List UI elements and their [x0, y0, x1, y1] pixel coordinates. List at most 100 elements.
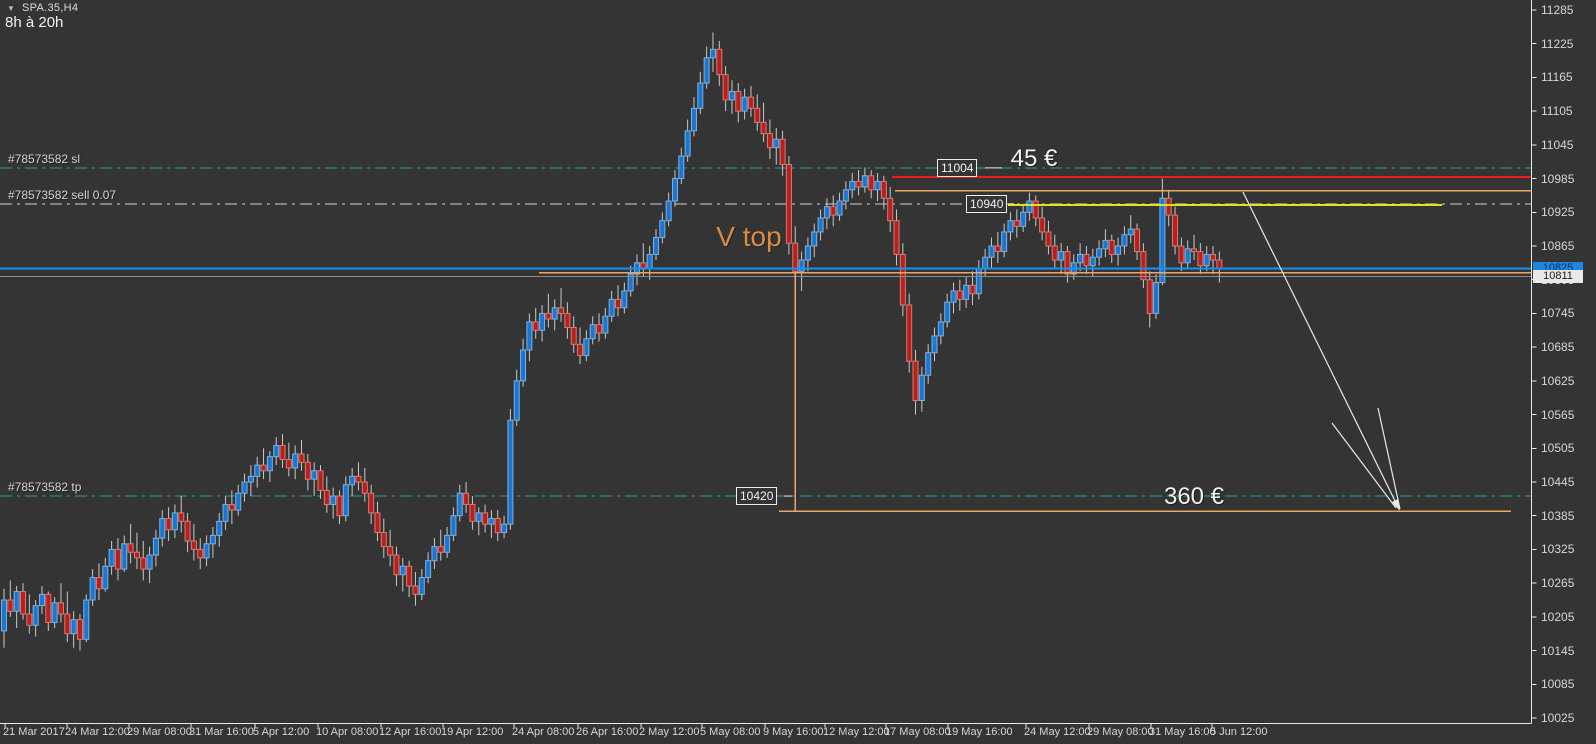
candle-body [868, 175, 875, 191]
price-axis-label: 10685 [1541, 340, 1575, 355]
candle-body [146, 554, 153, 570]
candle [918, 366, 925, 412]
trend-arrow-line[interactable] [1331, 422, 1397, 509]
candle-body [45, 593, 52, 623]
candle [482, 504, 489, 533]
price-axis-label: 10205 [1541, 609, 1575, 624]
candle-body [596, 324, 603, 334]
price-axis-label: 10565 [1541, 407, 1575, 422]
candle [38, 585, 45, 615]
candle [526, 313, 533, 362]
candle-body [114, 548, 121, 570]
candle-body [393, 554, 400, 576]
candle [1146, 271, 1153, 328]
candle-body [494, 518, 501, 534]
price-axis-label: 10865 [1541, 238, 1575, 253]
candle [494, 510, 501, 541]
candle-body [292, 453, 299, 469]
candle [1013, 209, 1020, 238]
candle [1045, 220, 1052, 255]
candle-body [944, 301, 951, 323]
candle-body [703, 57, 710, 84]
candle-body [444, 534, 451, 553]
candle [963, 276, 970, 308]
candle [798, 251, 805, 291]
candle [817, 209, 824, 241]
candle-body [728, 90, 735, 101]
price-axis-label: 11045 [1541, 137, 1574, 152]
candle [488, 510, 495, 539]
candle-body [684, 130, 691, 157]
annotation-v-top[interactable]: V top [716, 221, 782, 252]
trend-arrow-line[interactable] [1377, 407, 1401, 510]
candle [684, 119, 691, 162]
candle [646, 245, 653, 280]
candle [1121, 226, 1128, 255]
candle-body [678, 155, 685, 180]
candle [355, 462, 362, 491]
candle [697, 71, 704, 114]
candle-body [241, 481, 248, 494]
candle-body [76, 619, 83, 640]
candle-body [216, 520, 223, 536]
order-lines-layer [0, 167, 1531, 497]
candle [589, 316, 596, 345]
candle [1083, 245, 1090, 275]
candle [539, 304, 546, 342]
candle-body [1001, 231, 1008, 253]
candle [735, 83, 742, 123]
candle-body [589, 324, 596, 340]
candle-body [513, 380, 520, 421]
candle-body [570, 326, 577, 345]
price-axis-label: 10265 [1541, 576, 1575, 591]
candle-body [57, 602, 64, 615]
candle [1178, 237, 1185, 272]
candle-body [615, 298, 622, 309]
candle-body [32, 605, 39, 626]
order-label-sell: #78573582 sell 0.07 [8, 187, 117, 202]
candle-body [836, 200, 843, 216]
annotation-45-eur[interactable]: 45 € [1010, 145, 1058, 172]
candle [1096, 240, 1103, 266]
candle-body [450, 515, 457, 536]
candle-body [969, 284, 976, 295]
chart-expand-icon[interactable]: ▼ [7, 4, 15, 13]
candle-body [469, 503, 476, 522]
candle [266, 451, 273, 482]
candle [349, 467, 356, 497]
candle-body [127, 543, 134, 553]
candle-body [406, 565, 413, 587]
candle-body [336, 495, 343, 517]
candle-body [1096, 248, 1103, 258]
candle [988, 237, 995, 269]
candle-body [1127, 228, 1134, 236]
candle-body [766, 133, 773, 149]
candle-body [690, 107, 697, 132]
candle [368, 484, 375, 525]
candle-body [880, 180, 887, 199]
candle-body [1165, 197, 1172, 216]
candle-body [507, 419, 514, 525]
time-axis-label: 26 Apr 16:00 [576, 726, 639, 738]
candle-body [399, 565, 406, 576]
annotation-360-eur[interactable]: 360 € [1163, 483, 1225, 510]
candle-body [1153, 282, 1160, 314]
candle-body [583, 338, 590, 357]
candle-body [95, 577, 102, 590]
candle [779, 130, 786, 176]
trend-arrow-line[interactable] [1242, 191, 1400, 510]
price-axis-label: 10625 [1541, 373, 1575, 388]
candle [501, 515, 508, 539]
candle [602, 307, 609, 339]
candle-body [152, 537, 159, 556]
candle-body [602, 315, 609, 334]
session-subtitle: 8h à 20h [5, 14, 64, 31]
time-axis-label: 29 May 08:00 [1087, 726, 1154, 738]
candle [665, 192, 672, 227]
candle-body [1064, 251, 1071, 275]
candle-body [982, 256, 989, 269]
candle [1051, 234, 1058, 269]
candle-body [228, 503, 235, 511]
candle [1140, 243, 1147, 289]
